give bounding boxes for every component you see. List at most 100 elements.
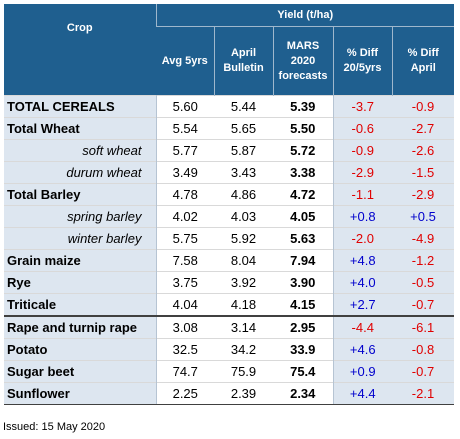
table-row: Potato 32.5 34.2 33.9 +4.6 -0.8 [4, 338, 454, 361]
mars-forecast-value: 5.63 [273, 227, 333, 250]
crop-name: spring barley [4, 205, 157, 228]
april-bulletin-value: 3.92 [214, 271, 273, 294]
april-bulletin-value: 5.92 [214, 227, 273, 250]
yield-table-container: Crop Yield (t/ha) Avg 5yrs April Bulletin… [4, 4, 454, 405]
crop-name: Total Wheat [4, 117, 157, 140]
diff-april-value: -2.9 [392, 183, 454, 206]
april-bulletin-value: 5.44 [214, 95, 273, 118]
table-row: Sunflower 2.25 2.39 2.34 +4.4 -2.1 [4, 382, 454, 405]
yield-table-body: TOTAL CEREALS 5.60 5.44 5.39 -3.7 -0.9 Total W… [4, 95, 454, 405]
april-bulletin-value: 3.14 [214, 315, 273, 339]
avg-5yrs-value: 74.7 [156, 360, 214, 383]
mars-forecast-value: 7.94 [273, 249, 333, 272]
diff-april-value: -1.2 [392, 249, 454, 272]
avg-5yrs-value: 32.5 [156, 338, 214, 361]
table-row: Total Barley 4.78 4.86 4.72 -1.1 -2.9 [4, 183, 454, 206]
diff-april-value: -6.1 [392, 315, 454, 339]
mars-forecast-value: 4.15 [273, 293, 333, 316]
diff-5yrs-value: +4.8 [332, 249, 392, 272]
april-bulletin-value: 3.43 [214, 161, 273, 184]
mars-forecast-value: 4.72 [273, 183, 333, 206]
diff-april-value: -4.9 [392, 227, 454, 250]
mars-forecast-value: 2.95 [273, 315, 333, 339]
crop-name: Sugar beet [4, 360, 157, 383]
april-bulletin-value: 34.2 [214, 338, 273, 361]
diff-5yrs-value: -2.9 [332, 161, 392, 184]
diff-5yrs-value: +0.8 [332, 205, 392, 228]
crop-name: Potato [4, 338, 157, 361]
avg-5yrs-value: 5.77 [156, 139, 214, 162]
mars-forecast-value: 33.9 [273, 338, 333, 361]
avg-5yrs-value: 3.49 [156, 161, 214, 184]
diff-5yrs-value: -3.7 [332, 95, 392, 118]
diff-april-value: -0.8 [392, 338, 454, 361]
crop-name: durum wheat [4, 161, 157, 184]
mars-forecast-value: 5.72 [273, 139, 333, 162]
mars-forecast-value: 5.39 [273, 95, 333, 118]
diff-5yrs-value: +2.7 [332, 293, 392, 316]
april-bulletin-value: 8.04 [214, 249, 273, 272]
april-bulletin-value: 4.03 [214, 205, 273, 228]
april-bulletin-header: April Bulletin [213, 26, 273, 96]
avg-5yrs-value: 4.78 [156, 183, 214, 206]
april-bulletin-value: 4.18 [214, 293, 273, 316]
crop-name: winter barley [4, 227, 157, 250]
avg-5yrs-value: 4.04 [156, 293, 214, 316]
table-row: winter barley 5.75 5.92 5.63 -2.0 -4.9 [4, 227, 454, 250]
diff-april-value: +0.5 [392, 205, 454, 228]
table-row: Grain maize 7.58 8.04 7.94 +4.8 -1.2 [4, 249, 454, 272]
table-row: Sugar beet 74.7 75.9 75.4 +0.9 -0.7 [4, 360, 454, 383]
diff-5yrs-value: -1.1 [332, 183, 392, 206]
table-row: durum wheat 3.49 3.43 3.38 -2.9 -1.5 [4, 161, 454, 184]
crop-name: Grain maize [4, 249, 157, 272]
table-row: soft wheat 5.77 5.87 5.72 -0.9 -2.6 [4, 139, 454, 162]
diff-april-value: -0.7 [392, 360, 454, 383]
diff-5yrs-value: +0.9 [332, 360, 392, 383]
crop-name: Total Barley [4, 183, 157, 206]
crop-name: Rye [4, 271, 157, 294]
diff-april-value: -2.1 [392, 382, 454, 405]
diff-april-value: -2.7 [392, 117, 454, 140]
diff-5yrs-header: % Diff 20/5yrs [332, 26, 392, 96]
april-bulletin-value: 4.86 [214, 183, 273, 206]
diff-april-value: -0.9 [392, 95, 454, 118]
diff-april-value: -1.5 [392, 161, 454, 184]
crop-name: soft wheat [4, 139, 157, 162]
diff-5yrs-value: +4.4 [332, 382, 392, 405]
diff-april-header: % Diff April [391, 26, 454, 96]
mars-forecast-value: 2.34 [273, 382, 333, 405]
avg-5yrs-header: Avg 5yrs [156, 26, 214, 96]
avg-5yrs-value: 2.25 [156, 382, 214, 405]
table-row: Triticale 4.04 4.18 4.15 +2.7 -0.7 [4, 293, 454, 316]
diff-april-value: -2.6 [392, 139, 454, 162]
avg-5yrs-value: 7.58 [156, 249, 214, 272]
mars-forecast-value: 5.50 [273, 117, 333, 140]
april-bulletin-value: 5.87 [214, 139, 273, 162]
crop-name: Sunflower [4, 382, 157, 405]
diff-5yrs-value: -2.0 [332, 227, 392, 250]
avg-5yrs-value: 4.02 [156, 205, 214, 228]
mars-forecast-value: 75.4 [273, 360, 333, 383]
diff-5yrs-value: +4.0 [332, 271, 392, 294]
table-row: TOTAL CEREALS 5.60 5.44 5.39 -3.7 -0.9 [4, 95, 454, 118]
diff-april-value: -0.5 [392, 271, 454, 294]
diff-5yrs-value: -4.4 [332, 315, 392, 339]
mars-forecast-value: 4.05 [273, 205, 333, 228]
yield-table: Crop Yield (t/ha) Avg 5yrs April Bulletin… [4, 4, 454, 405]
diff-april-value: -0.7 [392, 293, 454, 316]
table-row: Rye 3.75 3.92 3.90 +4.0 -0.5 [4, 271, 454, 294]
crop-header: Crop [4, 4, 156, 96]
avg-5yrs-value: 3.75 [156, 271, 214, 294]
mars-forecast-value: 3.90 [273, 271, 333, 294]
crop-name: TOTAL CEREALS [4, 95, 157, 118]
mars-forecast-header: MARS 2020 forecasts [272, 26, 333, 96]
table-row: Rape and turnip rape 3.08 3.14 2.95 -4.4 -6.1 [4, 315, 454, 339]
yield-group-header: Yield (t/ha) [155, 4, 454, 27]
april-bulletin-value: 75.9 [214, 360, 273, 383]
table-row: Total Wheat 5.54 5.65 5.50 -0.6 -2.7 [4, 117, 454, 140]
april-bulletin-value: 5.65 [214, 117, 273, 140]
avg-5yrs-value: 5.75 [156, 227, 214, 250]
diff-5yrs-value: +4.6 [332, 338, 392, 361]
avg-5yrs-value: 5.54 [156, 117, 214, 140]
avg-5yrs-value: 3.08 [156, 315, 214, 339]
